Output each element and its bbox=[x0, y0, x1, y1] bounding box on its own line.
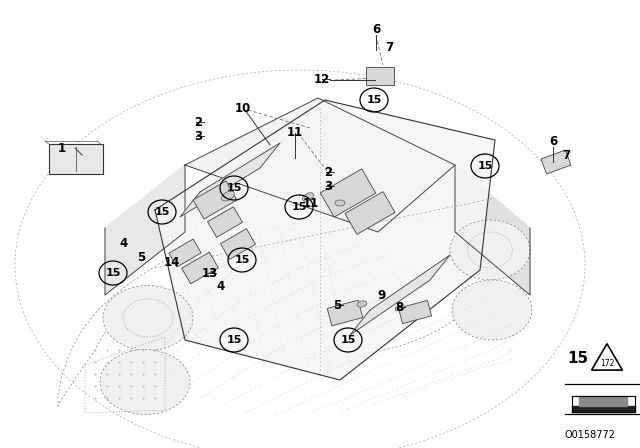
Ellipse shape bbox=[452, 280, 532, 340]
Text: 15: 15 bbox=[227, 183, 242, 193]
Polygon shape bbox=[345, 192, 395, 234]
FancyBboxPatch shape bbox=[49, 144, 103, 174]
Ellipse shape bbox=[221, 191, 234, 201]
Text: 15: 15 bbox=[291, 202, 307, 212]
Text: 15: 15 bbox=[366, 95, 381, 105]
Text: 9: 9 bbox=[377, 289, 385, 302]
Text: 6: 6 bbox=[372, 22, 380, 35]
Text: 15: 15 bbox=[340, 335, 356, 345]
Text: 11: 11 bbox=[287, 125, 303, 138]
Text: 5: 5 bbox=[137, 250, 145, 263]
Ellipse shape bbox=[100, 349, 190, 414]
Text: 15: 15 bbox=[567, 350, 588, 366]
Text: 4: 4 bbox=[217, 280, 225, 293]
Text: 7: 7 bbox=[385, 40, 393, 53]
Text: 15: 15 bbox=[477, 161, 493, 171]
Ellipse shape bbox=[395, 305, 405, 311]
Polygon shape bbox=[350, 255, 450, 335]
Ellipse shape bbox=[357, 301, 367, 307]
Polygon shape bbox=[572, 406, 635, 412]
Text: 14: 14 bbox=[164, 255, 180, 268]
Ellipse shape bbox=[303, 193, 314, 201]
Text: 172: 172 bbox=[600, 358, 614, 367]
Ellipse shape bbox=[103, 285, 193, 350]
Polygon shape bbox=[327, 300, 363, 326]
Text: 6: 6 bbox=[549, 134, 557, 147]
Text: 2: 2 bbox=[324, 165, 332, 178]
Polygon shape bbox=[185, 98, 455, 232]
Ellipse shape bbox=[450, 220, 530, 280]
Text: 10: 10 bbox=[235, 102, 251, 115]
Text: 15: 15 bbox=[227, 335, 242, 345]
Text: O0158772: O0158772 bbox=[564, 430, 616, 440]
Polygon shape bbox=[180, 143, 280, 217]
Polygon shape bbox=[399, 301, 431, 323]
Text: 2: 2 bbox=[194, 116, 202, 129]
Text: 3: 3 bbox=[324, 180, 332, 193]
Text: 13: 13 bbox=[202, 267, 218, 280]
Polygon shape bbox=[541, 150, 571, 174]
Polygon shape bbox=[455, 165, 530, 295]
Polygon shape bbox=[366, 67, 394, 85]
Text: 7: 7 bbox=[562, 148, 570, 161]
Text: 8: 8 bbox=[395, 301, 403, 314]
Polygon shape bbox=[155, 100, 495, 380]
Text: 11: 11 bbox=[303, 197, 319, 210]
Ellipse shape bbox=[335, 200, 345, 206]
Polygon shape bbox=[579, 396, 627, 406]
Polygon shape bbox=[193, 181, 237, 219]
Polygon shape bbox=[320, 169, 376, 217]
Polygon shape bbox=[207, 207, 243, 237]
Text: 1: 1 bbox=[58, 142, 66, 155]
Text: 3: 3 bbox=[194, 129, 202, 142]
Polygon shape bbox=[221, 229, 255, 259]
Text: 12: 12 bbox=[314, 73, 330, 86]
Text: 15: 15 bbox=[106, 268, 121, 278]
Text: 15: 15 bbox=[154, 207, 170, 217]
Text: 4: 4 bbox=[120, 237, 128, 250]
Text: 5: 5 bbox=[333, 298, 341, 311]
Polygon shape bbox=[105, 165, 185, 295]
Polygon shape bbox=[169, 239, 201, 267]
Text: 15: 15 bbox=[234, 255, 250, 265]
Polygon shape bbox=[182, 252, 218, 284]
